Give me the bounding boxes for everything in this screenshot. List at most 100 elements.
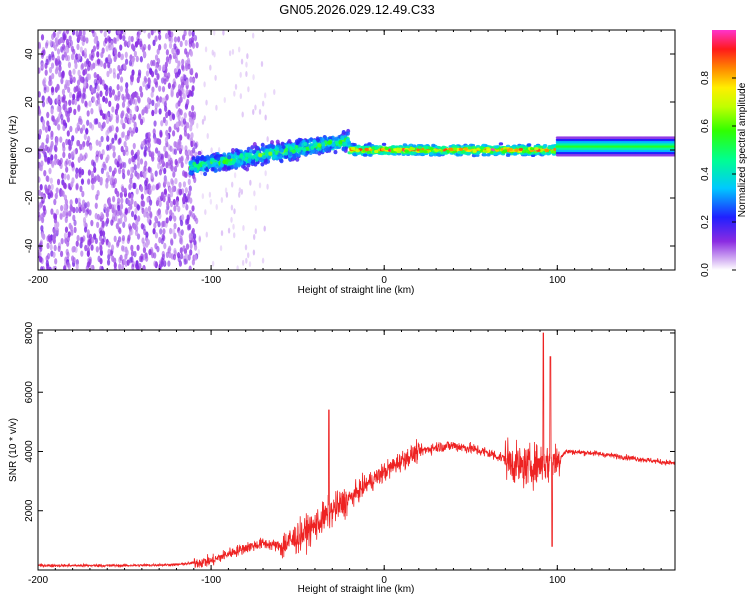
spectral-cell [40, 216, 45, 224]
spectral-cell [64, 198, 68, 206]
spectral-cell [145, 183, 149, 190]
spectral-cell [53, 198, 57, 206]
spectral-cell [56, 31, 60, 39]
spectral-cell [423, 150, 428, 154]
spectral-cell [112, 151, 116, 158]
spectral-cell [95, 118, 99, 125]
spectral-cell [213, 51, 216, 58]
spectral-cell [117, 197, 121, 204]
spectral-cell [115, 126, 119, 133]
spectral-cell [76, 139, 80, 147]
spectral-cell [232, 223, 235, 230]
spectral-cell [138, 255, 143, 263]
spectral-cell [191, 104, 195, 112]
spectral-cell [87, 169, 92, 176]
spectral-cell [233, 208, 236, 215]
spectral-cell [119, 162, 123, 170]
spectral-cell [65, 138, 69, 146]
spectral-cell [83, 82, 87, 89]
spectral-cell [48, 266, 52, 270]
spectral-cell [108, 125, 112, 132]
spectral-cell [54, 145, 58, 153]
spectral-cell [273, 89, 276, 96]
spectral-cell [142, 241, 146, 248]
spectral-cell [75, 206, 79, 214]
spectral-cell [40, 160, 44, 167]
spectral-cell [188, 160, 193, 165]
spectral-cell [185, 51, 190, 58]
spectral-cell [402, 143, 408, 147]
spectral-cell [65, 30, 70, 35]
spectral-cell [80, 178, 85, 185]
spectral-cell [171, 113, 176, 120]
spectral-cell [152, 228, 156, 235]
spectral-cell [68, 35, 72, 42]
spectral-cell [209, 198, 213, 205]
spectral-cell [70, 161, 75, 168]
spectral-cell [120, 263, 125, 270]
spectral-cell [236, 159, 241, 165]
spectral-cell [38, 249, 41, 257]
spectral-cell [458, 147, 464, 151]
spectral-cell [254, 152, 259, 158]
spectral-cell [158, 200, 162, 208]
spectral-cell [88, 209, 92, 216]
spectral-cell [190, 120, 194, 127]
snr-ytick-label: 4000 [24, 440, 35, 463]
spectral-cell [59, 136, 63, 143]
spectral-cell [380, 147, 386, 152]
spectral-cell [107, 199, 111, 207]
spectral-cell [74, 62, 78, 70]
spectral-cell [386, 151, 391, 156]
spectrogram-ytick-label: 20 [24, 96, 35, 108]
spectral-cell [164, 61, 168, 68]
spectral-cell [73, 108, 77, 116]
spectral-cell [167, 82, 172, 90]
spectral-cell [155, 95, 159, 102]
spectral-cell [202, 164, 207, 169]
spectral-cell [101, 238, 105, 245]
spectral-cell [50, 208, 54, 215]
spectral-cell [544, 148, 550, 153]
spectral-cell [77, 105, 81, 113]
spectral-cell [158, 138, 162, 146]
spectral-cell [117, 236, 122, 243]
spectral-cell [82, 124, 86, 131]
spectral-cell [154, 215, 158, 223]
spectral-cell [224, 187, 228, 194]
spectral-cell [122, 34, 126, 42]
spectral-cell [65, 79, 69, 86]
spectral-cell [135, 219, 139, 226]
spectral-cell [244, 244, 248, 251]
spectral-cell [66, 240, 70, 247]
spectral-cell [62, 119, 66, 126]
spectral-cell [245, 257, 248, 264]
spectral-cell [86, 229, 90, 236]
spectral-cell [266, 144, 271, 149]
spectral-cell [51, 72, 55, 80]
spectral-cell [91, 236, 95, 244]
spectral-cell [116, 210, 120, 217]
spectral-cell [182, 34, 186, 41]
spectral-cell [102, 95, 106, 103]
spectral-cell [251, 32, 255, 39]
spectral-cell [96, 85, 100, 92]
spectral-cell [102, 113, 106, 120]
spectral-cell [78, 115, 82, 123]
spectral-cell [287, 139, 292, 144]
spectral-cell [125, 82, 129, 89]
spectrogram-xtick-label: -200 [28, 275, 48, 286]
spectral-cell [54, 223, 58, 230]
spectral-cell [85, 37, 89, 44]
spectral-cell [250, 155, 255, 160]
spectral-cell [156, 48, 160, 55]
spectral-cell [297, 137, 302, 143]
spectral-cell [75, 30, 79, 37]
spectral-cell [42, 148, 46, 155]
spectral-cell [73, 98, 78, 106]
spectral-cell [167, 260, 171, 267]
spectral-cell [70, 45, 75, 53]
spectral-cell [182, 118, 187, 125]
spectral-cell [239, 153, 244, 158]
spectral-cell [117, 64, 121, 72]
